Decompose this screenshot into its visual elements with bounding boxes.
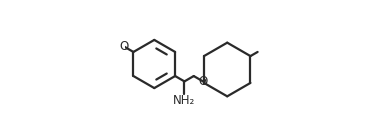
Text: NH₂: NH₂	[173, 95, 195, 107]
Text: O: O	[199, 75, 208, 88]
Text: O: O	[120, 40, 129, 53]
